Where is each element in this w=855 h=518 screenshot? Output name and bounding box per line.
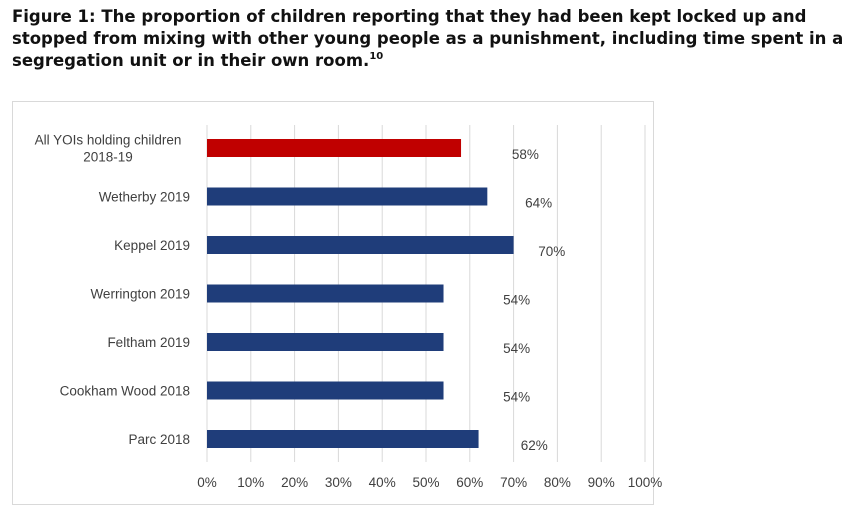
x-tick-label: 90%	[588, 475, 615, 490]
category-label-line: Keppel 2019	[114, 238, 190, 253]
category-label-line: Wetherby 2019	[99, 190, 190, 205]
data-label: 54%	[503, 390, 530, 405]
category-label: Wetherby 2019	[99, 190, 190, 205]
category-label-line: Feltham 2019	[107, 335, 190, 350]
category-label-line: Cookham Wood 2018	[60, 384, 190, 399]
data-label: 54%	[503, 293, 530, 308]
data-labels: 58% 64% 70% 54% 54% 54% 62%	[503, 147, 565, 453]
x-tick-label: 80%	[544, 475, 571, 490]
category-label: Keppel 2019	[114, 238, 190, 253]
figure-title-text: Figure 1: The proportion of children rep…	[12, 7, 844, 70]
bar	[207, 139, 462, 157]
chart-frame	[12, 101, 654, 505]
x-tick-label: 40%	[369, 475, 396, 490]
data-label: 58%	[512, 147, 539, 162]
data-label: 70%	[538, 244, 565, 259]
bar	[207, 284, 444, 303]
x-tick-label: 100%	[628, 475, 663, 490]
x-tick-label: 0%	[197, 475, 217, 490]
category-label: Feltham 2019	[107, 335, 190, 350]
bar	[207, 381, 444, 400]
category-label-line: 2018-19	[83, 150, 133, 165]
data-label: 62%	[521, 438, 548, 453]
category-label: Parc 2018	[128, 432, 190, 447]
x-tick-label: 70%	[500, 475, 527, 490]
data-label: 64%	[525, 196, 552, 211]
category-label-line: Werrington 2019	[90, 287, 190, 302]
category-label: Werrington 2019	[90, 287, 190, 302]
bar	[207, 333, 444, 351]
x-tick-labels: 0% 10% 20% 30% 40% 50% 60% 70% 80% 90% 100%	[197, 475, 662, 490]
category-labels: All YOIs holding children 2018-19 Wetherby…	[35, 133, 190, 448]
data-label: 54%	[503, 341, 530, 356]
category-label-line: All YOIs holding children	[35, 133, 182, 148]
x-tick-label: 10%	[237, 475, 264, 490]
category-label: All YOIs holding children 2018-19	[35, 133, 182, 165]
x-tick-label: 30%	[325, 475, 352, 490]
bar	[207, 430, 479, 448]
category-label: Cookham Wood 2018	[60, 384, 190, 399]
x-tick-label: 20%	[281, 475, 308, 490]
bars	[207, 139, 514, 448]
category-label-line: Parc 2018	[128, 432, 190, 447]
x-tick-label: 50%	[412, 475, 439, 490]
figure-title: Figure 1: The proportion of children rep…	[12, 6, 847, 72]
bar	[207, 236, 514, 254]
footnote-marker: 10	[369, 50, 384, 62]
x-tick-label: 60%	[456, 475, 483, 490]
bar	[207, 187, 488, 206]
